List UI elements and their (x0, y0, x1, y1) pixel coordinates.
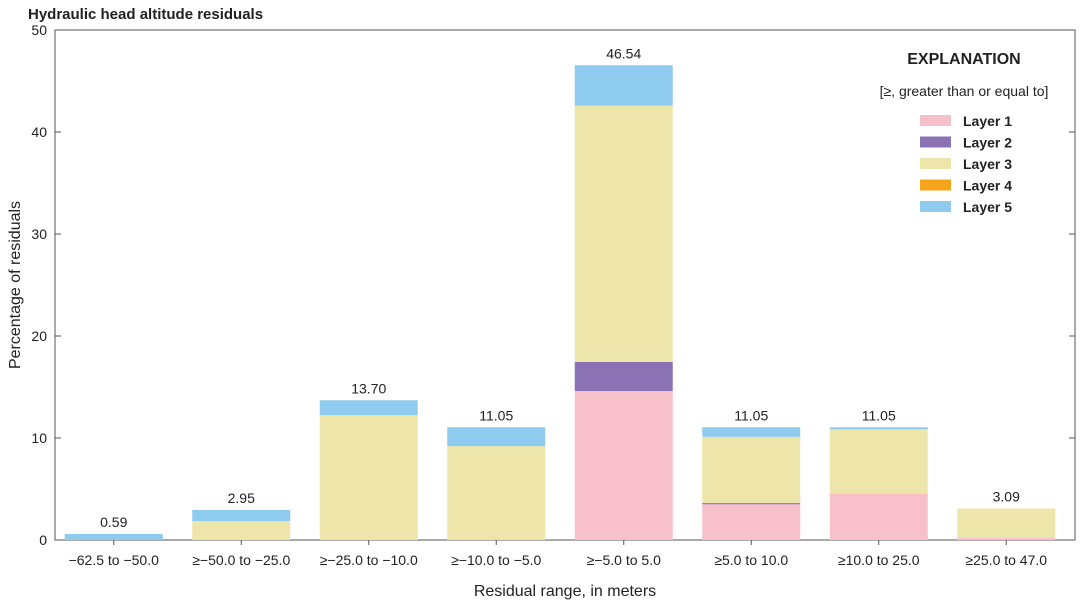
bar-segment-layer-1 (829, 493, 928, 540)
data-label: 13.70 (351, 380, 386, 396)
y-tick-label: 10 (31, 430, 47, 446)
bar-segment-layer-3 (319, 415, 418, 540)
x-tick-label: ≥−25.0 to −10.0 (320, 552, 418, 568)
x-tick-label: ≥5.0 to 10.0 (714, 552, 788, 568)
data-label: 46.54 (606, 45, 641, 61)
bar-segment-layer-5 (702, 427, 801, 437)
data-label: 3.09 (993, 488, 1020, 504)
y-tick-label: 40 (31, 124, 47, 140)
y-axis-label: Percentage of residuals (7, 201, 24, 369)
chart-title: Hydraulic head altitude residuals (28, 6, 263, 23)
bar-segment-layer-1 (574, 391, 673, 540)
bar-segment-layer-5 (447, 427, 546, 447)
legend-swatch (920, 158, 951, 169)
bar-segment-layer-3 (574, 105, 673, 363)
legend: EXPLANATION [≥, greater than or equal to… (880, 51, 1049, 215)
x-tick-label: ≥25.0 to 47.0 (965, 552, 1047, 568)
y-tick-label: 20 (31, 328, 47, 344)
bar-segment-layer-5 (64, 533, 163, 540)
x-tick-label: ≥−10.0 to −5.0 (451, 552, 541, 568)
data-label: 0.59 (100, 514, 127, 530)
y-tick-label: 50 (31, 22, 47, 38)
legend-swatch (920, 115, 951, 126)
legend-label: Layer 2 (963, 135, 1012, 151)
y-tick-label: 30 (31, 226, 47, 242)
bar-segment-layer-5 (574, 65, 673, 106)
bar-segment-layer-3 (829, 429, 928, 494)
legend-label: Layer 5 (963, 199, 1012, 215)
x-tick-label: ≥−50.0 to −25.0 (192, 552, 290, 568)
bar-segment-layer-5 (829, 427, 928, 430)
bar-segment-layer-3 (702, 436, 801, 504)
bar-segment-layer-2 (702, 503, 801, 505)
data-label: 11.05 (734, 407, 768, 423)
legend-title: EXPLANATION (907, 51, 1020, 68)
bar-segment-layer-2 (574, 362, 673, 392)
bar-segment-layer-5 (192, 509, 291, 522)
bar-segment-layer-5 (319, 400, 418, 416)
y-tick-label: 0 (39, 532, 47, 548)
legend-swatch (920, 136, 951, 148)
legend-note: [≥, greater than or equal to] (880, 83, 1049, 99)
x-tick-label: ≥10.0 to 25.0 (838, 552, 920, 568)
legend-swatch (920, 179, 951, 191)
bar-segment-layer-3 (957, 508, 1056, 538)
legend-label: Layer 4 (963, 178, 1012, 194)
data-label: 2.95 (228, 490, 255, 506)
bar-segment-layer-1 (957, 537, 1056, 540)
legend-swatch (920, 201, 951, 212)
legend-label: Layer 1 (963, 113, 1012, 129)
x-axis-label: Residual range, in meters (474, 583, 656, 600)
bar-segment-layer-3 (192, 521, 291, 540)
data-label: 11.05 (862, 407, 896, 423)
bar-segment-layer-3 (447, 446, 546, 540)
plot-frame (54, 29, 1076, 541)
x-tick-label: −62.5 to −50.0 (69, 552, 160, 568)
bar-segment-layer-1 (702, 504, 801, 540)
x-tick-label: ≥−5.0 to 5.0 (587, 552, 661, 568)
legend-label: Layer 3 (963, 156, 1012, 172)
data-label: 11.05 (479, 407, 513, 423)
